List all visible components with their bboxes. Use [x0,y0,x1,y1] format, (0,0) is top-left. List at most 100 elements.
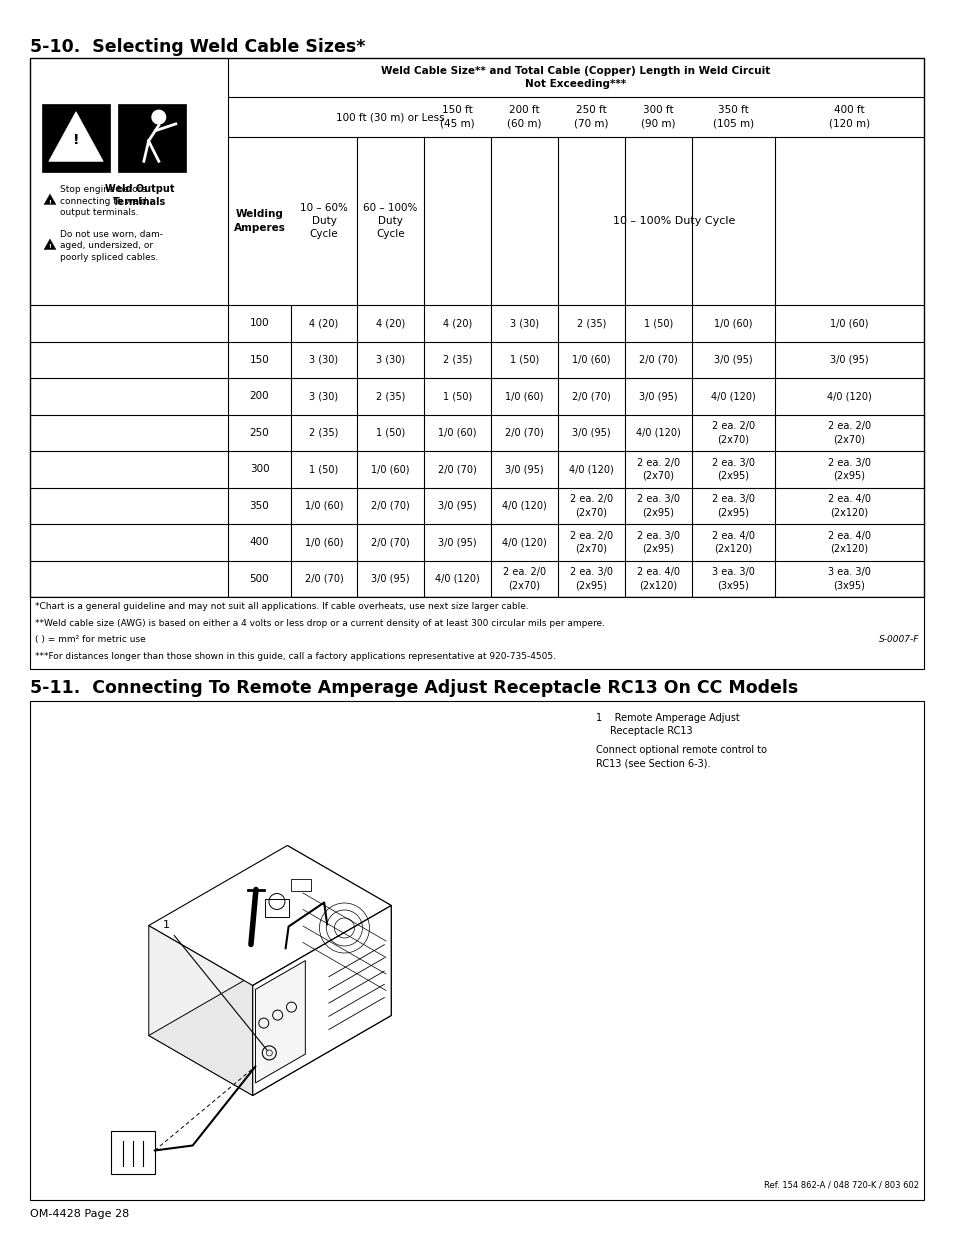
Bar [30,597,923,669]
Text: 1 (50): 1 (50) [643,319,673,329]
Text: 3/0 (95): 3/0 (95) [639,391,677,401]
Text: 5-11.  Connecting To Remote Amperage Adjust Receptacle RC13 On CC Models: 5-11. Connecting To Remote Amperage Adju… [30,679,798,697]
Text: 3 ea. 3/0
(3x95): 3 ea. 3/0 (3x95) [827,567,870,590]
Text: 1 (50): 1 (50) [509,354,538,364]
Text: 4/0 (120): 4/0 (120) [826,391,871,401]
Text: !: ! [49,200,51,205]
Bar [291,878,311,890]
Text: 2 ea. 2/0
(2x70): 2 ea. 2/0 (2x70) [637,458,679,480]
Polygon shape [44,194,56,205]
Polygon shape [149,956,391,1095]
Text: 1/0 (60): 1/0 (60) [714,319,752,329]
Text: Stop engine before
connecting to weld
output terminals.: Stop engine before connecting to weld ou… [60,185,147,216]
Text: 3 (30): 3 (30) [510,319,538,329]
Bar [265,899,289,916]
Text: Welding
Amperes: Welding Amperes [233,210,285,232]
Text: Weld Output
Terminals: Weld Output Terminals [105,184,174,206]
Text: 1/0 (60): 1/0 (60) [829,319,868,329]
Text: 2 (35): 2 (35) [577,319,605,329]
Text: 500: 500 [250,574,269,584]
Text: 1/0 (60): 1/0 (60) [304,500,343,511]
Text: 2 ea. 2/0
(2x70): 2 ea. 2/0 (2x70) [569,531,613,553]
Polygon shape [44,240,56,249]
Text: 3/0 (95): 3/0 (95) [437,500,476,511]
Text: Weld Cable Size** and Total Cable (Copper) Length in Weld Circuit
Not Exceeding*: Weld Cable Size** and Total Cable (Coppe… [381,65,770,89]
Text: 2/0 (70): 2/0 (70) [437,464,476,474]
Bar [30,58,923,597]
Text: 300 ft
(90 m): 300 ft (90 m) [640,105,675,128]
Text: 2 (35): 2 (35) [442,354,472,364]
Text: 2 ea. 3/0
(2x95): 2 ea. 3/0 (2x95) [637,494,679,517]
Text: OM-4428 Page 28: OM-4428 Page 28 [30,1209,129,1219]
Text: 4/0 (120): 4/0 (120) [710,391,755,401]
Text: 4/0 (120): 4/0 (120) [569,464,613,474]
Text: 1 (50): 1 (50) [309,464,338,474]
Text: Do not use worn, dam-
aged, undersized, or
poorly spliced cables.: Do not use worn, dam- aged, undersized, … [60,231,163,262]
Text: 1/0 (60): 1/0 (60) [371,464,410,474]
Text: 200: 200 [250,391,269,401]
Text: 3 (30): 3 (30) [309,391,338,401]
Polygon shape [149,925,253,1095]
Text: 1/0 (60): 1/0 (60) [505,391,543,401]
Polygon shape [149,846,391,986]
Text: 1: 1 [163,920,267,1051]
Text: 100 ft (30 m) or Less: 100 ft (30 m) or Less [335,112,444,122]
Text: 2 (35): 2 (35) [309,427,338,437]
Text: 1    Remote Amperage Adjust: 1 Remote Amperage Adjust [596,713,739,722]
Text: 300: 300 [250,464,269,474]
Text: 3 (30): 3 (30) [375,354,405,364]
Text: 3/0 (95): 3/0 (95) [505,464,543,474]
Text: 1/0 (60): 1/0 (60) [304,537,343,547]
Text: S-0007-F: S-0007-F [878,635,918,643]
Text: 1 (50): 1 (50) [375,427,405,437]
Bar [42,104,110,172]
Polygon shape [255,961,305,1083]
Text: 2 ea. 3/0
(2x95): 2 ea. 3/0 (2x95) [711,494,754,517]
Text: 3/0 (95): 3/0 (95) [829,354,868,364]
Text: 2 ea. 2/0
(2x70): 2 ea. 2/0 (2x70) [827,421,870,445]
Text: 400: 400 [250,537,269,547]
Text: 2 ea. 3/0
(2x95): 2 ea. 3/0 (2x95) [711,458,754,480]
Text: 3 (30): 3 (30) [309,354,338,364]
Text: 350: 350 [250,500,269,511]
Text: 3/0 (95): 3/0 (95) [714,354,752,364]
Text: 2 ea. 4/0
(2x120): 2 ea. 4/0 (2x120) [711,531,754,553]
Text: 1/0 (60): 1/0 (60) [437,427,476,437]
Text: 3/0 (95): 3/0 (95) [572,427,610,437]
Text: 2 ea. 3/0
(2x95): 2 ea. 3/0 (2x95) [637,531,679,553]
Text: 2/0 (70): 2/0 (70) [639,354,678,364]
Text: 4/0 (120): 4/0 (120) [501,500,546,511]
Text: 150: 150 [250,354,269,364]
Text: Ref. 154 862-A / 048 720-K / 803 602: Ref. 154 862-A / 048 720-K / 803 602 [763,1181,918,1191]
Polygon shape [111,1130,154,1173]
Text: ( ) = mm² for metric use: ( ) = mm² for metric use [35,635,146,643]
Text: 2/0 (70): 2/0 (70) [504,427,543,437]
Text: 3 ea. 3/0
(3x95): 3 ea. 3/0 (3x95) [711,567,754,590]
Text: 250: 250 [250,427,269,437]
Text: 2/0 (70): 2/0 (70) [304,574,343,584]
Text: 1 (50): 1 (50) [442,391,472,401]
Text: 2 ea. 3/0
(2x95): 2 ea. 3/0 (2x95) [569,567,613,590]
Text: 60 – 100%
Duty
Cycle: 60 – 100% Duty Cycle [363,203,417,240]
Text: 2/0 (70): 2/0 (70) [371,537,410,547]
Text: 10 – 100% Duty Cycle: 10 – 100% Duty Cycle [612,216,735,226]
Text: 250 ft
(70 m): 250 ft (70 m) [574,105,608,128]
Bar [118,104,186,172]
Bar [30,701,923,1200]
Polygon shape [253,905,391,1095]
Text: **Weld cable size (AWG) is based on either a 4 volts or less drop or a current d: **Weld cable size (AWG) is based on eith… [35,619,604,629]
Text: 4 (20): 4 (20) [375,319,405,329]
Polygon shape [49,111,103,162]
Text: 2 (35): 2 (35) [375,391,405,401]
Text: 4 (20): 4 (20) [309,319,338,329]
Text: 100: 100 [250,319,269,329]
Text: ***For distances longer than those shown in this guide, call a factory applicati: ***For distances longer than those shown… [35,652,556,661]
Text: 350 ft
(105 m): 350 ft (105 m) [712,105,753,128]
Text: 2 ea. 3/0
(2x95): 2 ea. 3/0 (2x95) [827,458,870,480]
Text: 1/0 (60): 1/0 (60) [572,354,610,364]
Text: Receptacle RC13: Receptacle RC13 [609,726,692,736]
Text: 5-10.  Selecting Weld Cable Sizes*: 5-10. Selecting Weld Cable Sizes* [30,38,365,56]
Text: *Chart is a general guideline and may not suit all applications. If cable overhe: *Chart is a general guideline and may no… [35,601,528,611]
Text: 2 ea. 4/0
(2x120): 2 ea. 4/0 (2x120) [827,531,870,553]
Circle shape [152,110,166,124]
